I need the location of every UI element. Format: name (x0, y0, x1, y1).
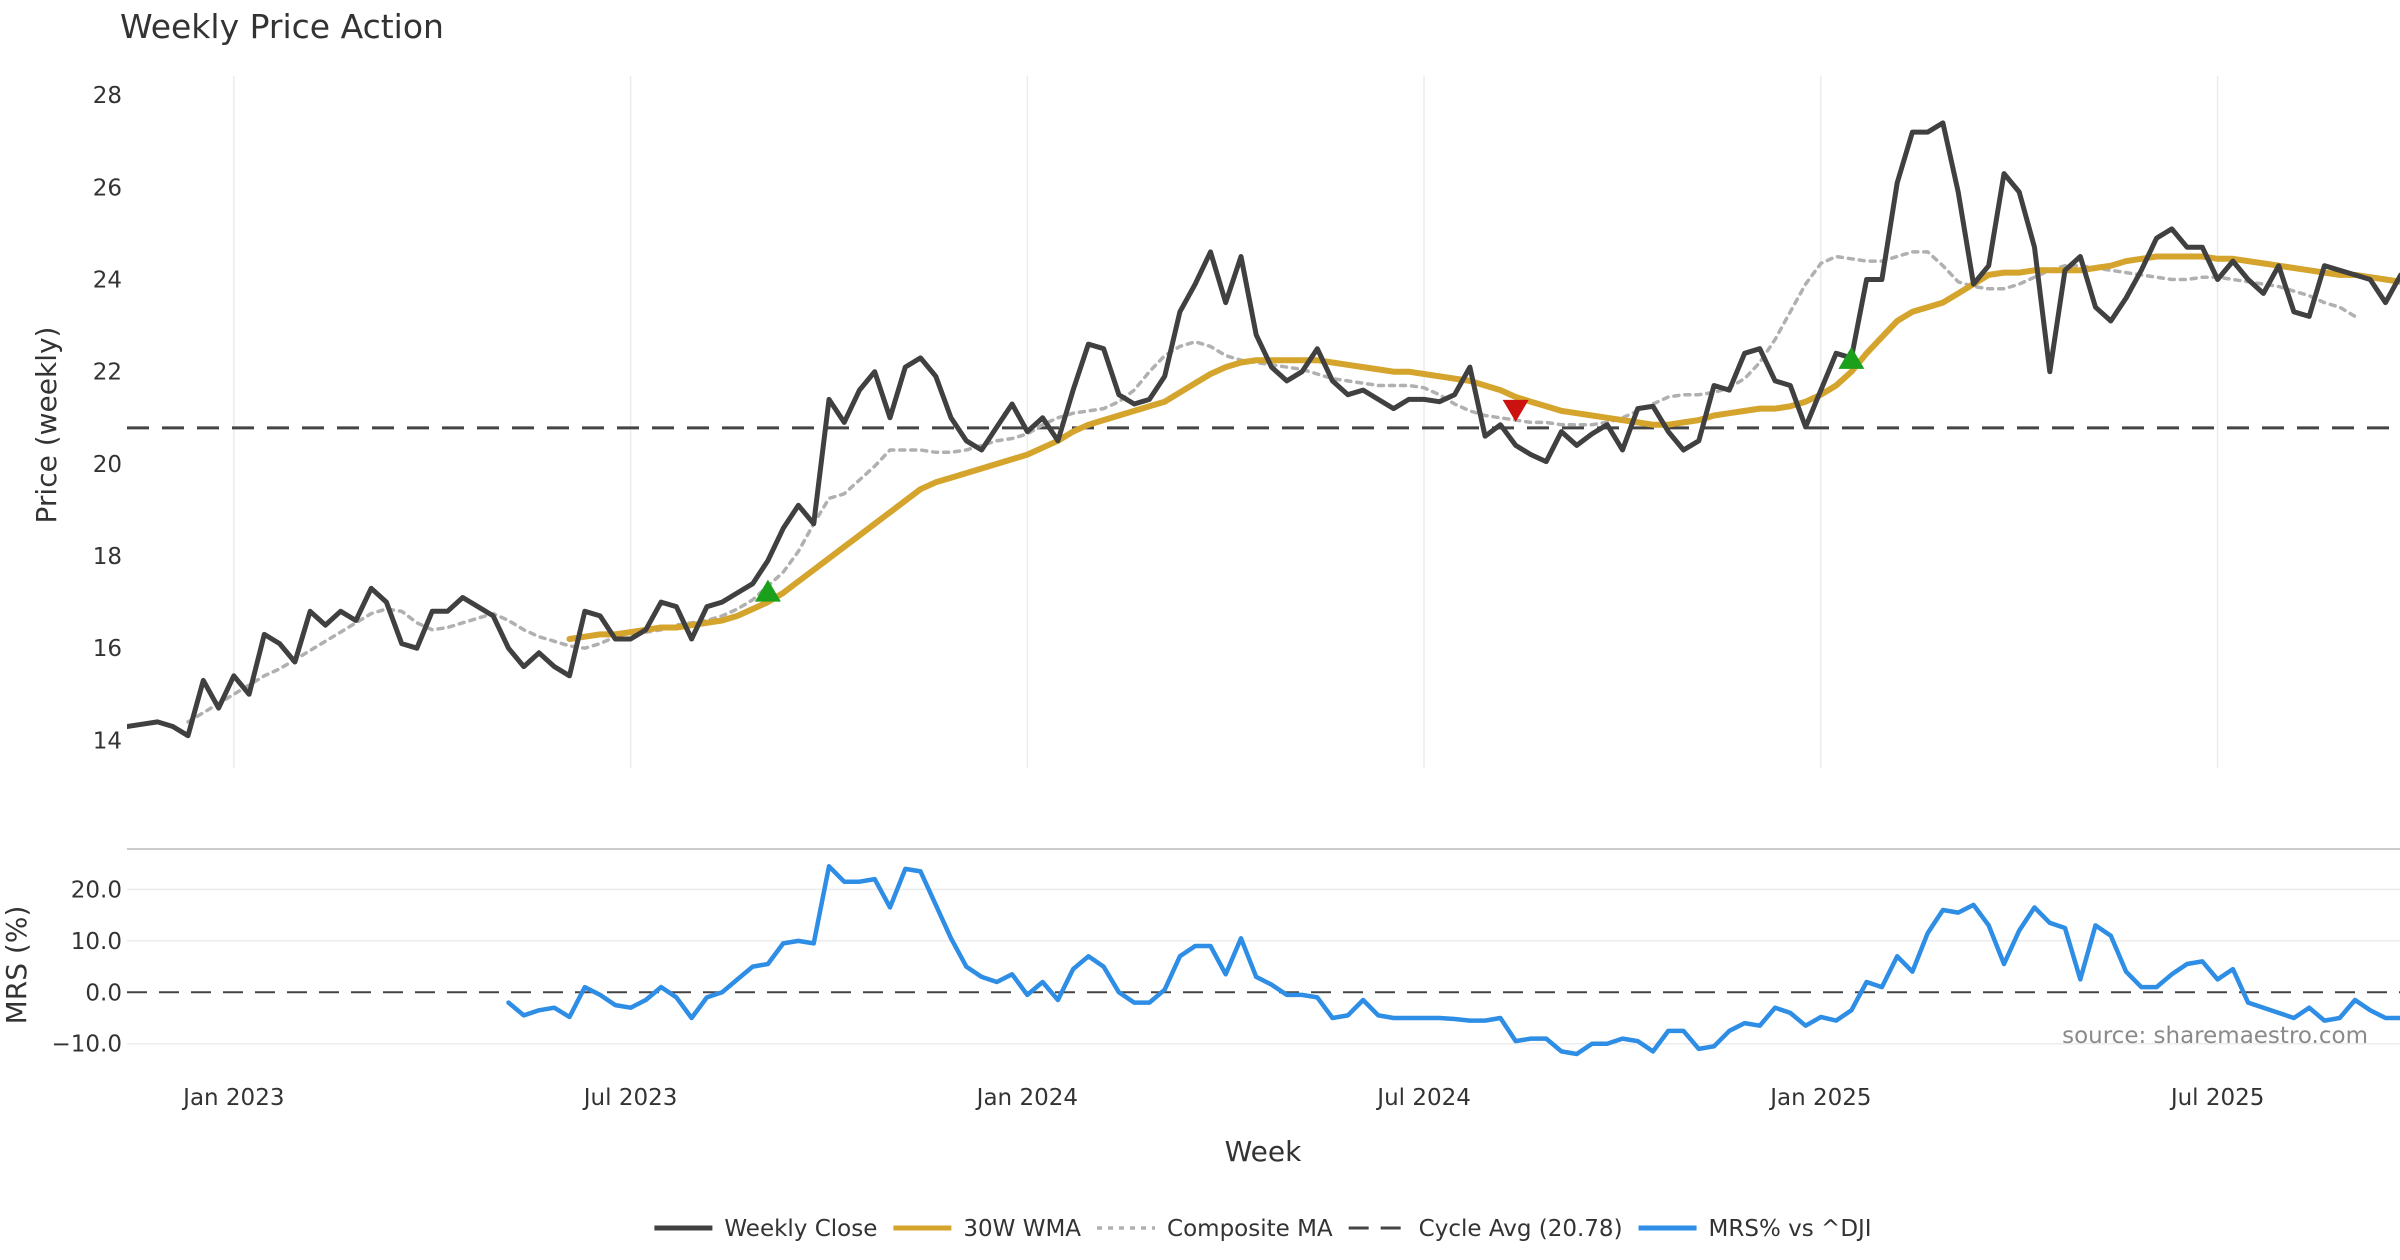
mrs-y-ticks: −10.0 0.0 10.0 20.0 (52, 877, 122, 1057)
mrs-y-tick-label: −10.0 (52, 1032, 122, 1058)
price-series (127, 120, 2400, 739)
x-tick-label: Jan 2024 (975, 1085, 1078, 1111)
x-tick-label: Jan 2025 (1768, 1085, 1871, 1111)
price-y-tick-label: 16 (93, 636, 122, 662)
legend-label: 30W WMA (963, 1216, 1081, 1242)
buy-signal-marker (754, 579, 781, 602)
x-axis-ticks: Jan 2023 Jul 2023 Jan 2024 Jul 2024 Jan 2025… (181, 1085, 2264, 1111)
mrs-line (506, 864, 2400, 1057)
price-y-tick-label: 20 (93, 452, 122, 478)
legend: Weekly Close 30W WMA Composite MA Cycle Avg… (654, 1216, 1872, 1242)
price-y-tick-label: 24 (93, 268, 122, 294)
mrs-series (506, 864, 2400, 1057)
signal-markers (754, 346, 1865, 602)
mrs-y-tick-label: 10.0 (71, 929, 122, 955)
x-tick-label: Jul 2023 (582, 1085, 678, 1111)
price-y-tick-label: 18 (93, 544, 122, 570)
price-y-ticks: 14 16 18 20 22 24 26 28 (93, 83, 122, 754)
x-tick-label: Jul 2025 (2169, 1085, 2265, 1111)
legend-label: MRS% vs ^DJI (1709, 1216, 1872, 1242)
mrs-y-tick-label: 20.0 (71, 877, 122, 903)
source-note: source: sharemaestro.com (2062, 1023, 2368, 1049)
mrs-grid (127, 888, 2400, 1045)
wma-30w-line (566, 253, 2400, 642)
x-axis-title: Week (1225, 1135, 1302, 1168)
price-y-tick-label: 26 (93, 175, 122, 201)
price-y-axis-title: Price (weekly) (30, 327, 63, 524)
price-y-tick-label: 28 (93, 83, 122, 109)
mrs-y-axis-title: MRS (%) (0, 906, 33, 1025)
x-tick-label: Jul 2024 (1375, 1085, 1471, 1111)
x-tick-label: Jan 2023 (181, 1085, 284, 1111)
legend-label: Composite MA (1167, 1216, 1333, 1242)
legend-label: Cycle Avg (20.78) (1419, 1216, 1623, 1242)
legend-label: Weekly Close (724, 1216, 877, 1242)
price-y-tick-label: 14 (93, 728, 122, 754)
weekly-close-line (127, 120, 2400, 739)
buy-signal-marker (1838, 346, 1865, 369)
chart-title: Weekly Price Action (120, 7, 444, 46)
mrs-y-tick-label: 0.0 (85, 980, 122, 1006)
price-grid (233, 76, 2219, 768)
sell-signal-marker (1502, 399, 1529, 422)
price-y-tick-label: 22 (93, 360, 122, 386)
